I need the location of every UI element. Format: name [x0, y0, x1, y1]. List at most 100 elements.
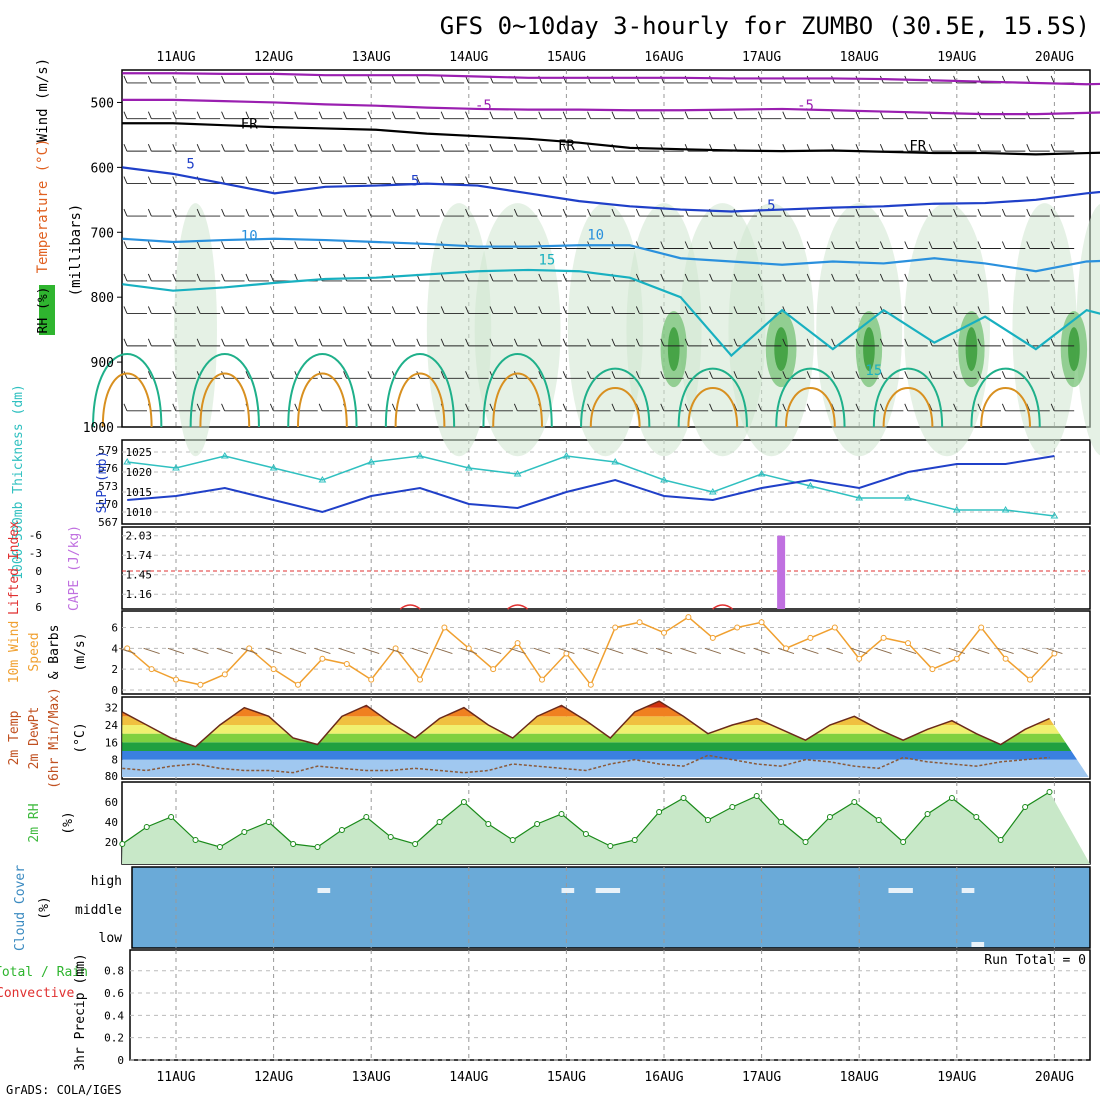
lifted-tick-label: -6: [29, 529, 42, 542]
wind-barb-flag: [587, 371, 591, 379]
precip-tick-label: 0.2: [104, 1032, 124, 1045]
wind-barb-flag: [782, 176, 787, 184]
wind-barb-flag: [733, 111, 738, 119]
wind-barb-flag: [733, 371, 738, 379]
wind-barb-flag: [221, 371, 225, 379]
wind-barb-flag: [465, 338, 469, 347]
lifted-tick-label: -3: [29, 547, 42, 560]
wind-barb-flag: [343, 176, 347, 184]
wind10-point: [173, 676, 179, 683]
wind-barb-flag: [367, 143, 372, 152]
contour-label: FR: [909, 138, 926, 154]
wind-barb-flag: [343, 111, 347, 119]
wind-barb-flag: [245, 306, 250, 314]
wind-barb-flag: [221, 241, 225, 249]
wind-barb-flag: [513, 111, 518, 119]
rh-peak-shading: [965, 327, 978, 372]
footer-credit: GrADS: COLA/IGES: [6, 1083, 122, 1097]
wind-barb-flag: [855, 176, 860, 184]
wind10-point: [929, 666, 936, 673]
wind-barb-flag: [855, 111, 860, 119]
wind10-point: [295, 681, 301, 688]
wind10-barb: [826, 647, 843, 655]
wind-barb-flag: [806, 306, 811, 314]
wind10-barb: [704, 647, 721, 655]
wind-barb-flag: [587, 176, 591, 184]
temp-band: [122, 742, 1090, 751]
wind-barb-flag: [928, 241, 933, 249]
wind-barb-flag: [855, 371, 860, 379]
wind-barb-flag: [221, 273, 225, 282]
lifted-bump: [712, 604, 734, 610]
cloud-gap: [971, 942, 985, 947]
wind-barb-flag: [513, 208, 518, 217]
wind-barb-flag: [684, 273, 689, 282]
wind-barb-flag: [196, 75, 201, 84]
wind-barb-flag: [806, 241, 811, 249]
wind-barb-flag: [416, 111, 421, 119]
wind-barb-flag: [318, 338, 323, 347]
x-tick-label-bottom: 16AUG: [644, 1070, 683, 1085]
wind-barb-flag: [587, 306, 591, 314]
wind-barb-flag: [660, 176, 665, 184]
wind-barb-flag: [367, 75, 372, 84]
wind10-point: [661, 629, 667, 636]
wind10-point: [636, 619, 643, 626]
thickness-marker: [416, 452, 424, 459]
wind-barb-flag: [977, 338, 982, 347]
wind-barb-flag: [416, 338, 421, 347]
rh-point: [436, 819, 443, 825]
wind-barb-flag: [440, 176, 445, 184]
wind-barb-flag: [1026, 176, 1031, 184]
wind10-barb: [143, 647, 160, 655]
thickness-marker: [367, 458, 376, 465]
isotherm-5: [122, 166, 1100, 213]
wind-barb-flag: [440, 111, 445, 119]
wind10-barb: [216, 647, 233, 655]
wind-barb-flag: [611, 371, 616, 379]
wind-barb-flag: [269, 371, 274, 379]
wind-barb-flag: [660, 371, 665, 379]
ylabel-precip-units: 3hr Precip (mm): [73, 953, 88, 1070]
wind-barb-flag: [757, 371, 762, 379]
wind-barb-flag: [269, 241, 274, 249]
thickness-tick-label: 567: [98, 516, 118, 529]
wind-barb-flag: [904, 241, 909, 249]
cloud-level-label: high: [91, 874, 122, 889]
wind-barb-flag: [806, 111, 811, 119]
wind-barb-flag: [391, 176, 396, 184]
wind10-barb: [436, 647, 453, 655]
wind-barb-flag: [343, 371, 347, 379]
rh-shading: [426, 203, 492, 457]
rh-point: [948, 795, 955, 801]
wind-barb-flag: [1026, 306, 1031, 314]
rh-point: [802, 839, 809, 845]
wind-barb-flag: [196, 306, 201, 314]
wind-barb-flag: [245, 338, 250, 347]
wind-barb-flag: [440, 273, 445, 282]
x-tick-label-top: 20AUG: [1035, 50, 1074, 65]
wind-barb-flag: [611, 338, 616, 347]
wind-barb-flag: [831, 208, 835, 217]
wind-barb-flag: [245, 143, 250, 152]
wind-barb-flag: [538, 338, 543, 347]
rh-point: [290, 841, 297, 847]
wind-barb-flag: [538, 241, 543, 249]
isotherm-wave: [492, 372, 543, 428]
rh-point: [143, 824, 150, 830]
wind-barb-flag: [147, 176, 152, 184]
wind-barb-flag: [879, 241, 884, 249]
run-total: Run Total = 0: [984, 953, 1086, 968]
wind-barb-flag: [221, 143, 225, 152]
rh-shading: [474, 203, 561, 457]
wind-barb-flag: [196, 403, 201, 411]
wind-barb-flag: [269, 208, 274, 217]
wind-barb-flag: [1001, 306, 1006, 314]
thickness-line: [127, 455, 1055, 517]
wind-barb-flag: [635, 273, 640, 282]
wind-barb-flag: [757, 176, 762, 184]
thickness-tick-label: 573: [98, 480, 118, 493]
wind-barb-flag: [1050, 208, 1055, 217]
wind-barb-flag: [879, 208, 884, 217]
rh-point: [1046, 789, 1053, 795]
